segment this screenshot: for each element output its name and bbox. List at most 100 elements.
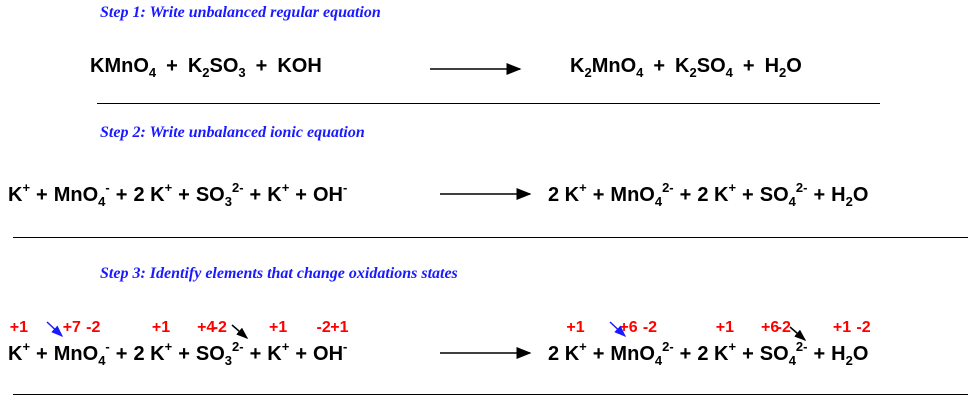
species: + bbox=[593, 343, 605, 366]
formula-text: K bbox=[564, 343, 580, 365]
oxidation-group: Mn +7 bbox=[53, 319, 83, 366]
species: + bbox=[593, 184, 605, 207]
species: K +1 + bbox=[267, 319, 290, 366]
species: O -2 H +1 - bbox=[313, 319, 349, 366]
oxidation-group: K +1 bbox=[150, 319, 170, 366]
subscript: 2 bbox=[779, 65, 787, 80]
species: H2O bbox=[765, 55, 802, 80]
oxidation-state: +1 bbox=[715, 319, 735, 336]
species: 2 K+ bbox=[548, 180, 587, 207]
formula-text: + bbox=[249, 343, 262, 365]
oxidation-group: S +6 bbox=[759, 319, 779, 366]
formula-text: + bbox=[592, 343, 605, 365]
oxidation-state: -2 bbox=[776, 319, 791, 336]
step-title: Step 1: Write unbalanced regular equatio… bbox=[100, 4, 381, 21]
superscript: 2- bbox=[231, 180, 244, 195]
oxidation-state: -2 bbox=[856, 319, 871, 336]
oxidation-group: O -2 bbox=[852, 319, 871, 366]
oxidation-state: +1 bbox=[566, 319, 585, 336]
formula-text: K bbox=[8, 343, 23, 365]
formula-text: + bbox=[813, 184, 826, 206]
species: + bbox=[680, 343, 692, 366]
formula-text: K bbox=[267, 343, 282, 365]
species: S +6 O -2 42- bbox=[759, 319, 808, 368]
species: 2 K+ bbox=[133, 180, 172, 207]
formula-text: + bbox=[295, 343, 307, 365]
formula-text: K bbox=[570, 55, 585, 77]
oxidation-group: K +1 bbox=[8, 319, 28, 366]
species: 2 K+ bbox=[697, 180, 736, 207]
formula-text: S bbox=[195, 343, 210, 365]
formula-text: + bbox=[742, 343, 754, 365]
species: K2SO3 bbox=[188, 55, 246, 80]
formula-text: SO bbox=[209, 55, 239, 77]
species: 2 K +1 + bbox=[697, 319, 737, 366]
species: + bbox=[813, 343, 825, 366]
subscript: 3 bbox=[224, 353, 233, 368]
oxidation-group: O -2 bbox=[639, 319, 657, 366]
superscript: 2- bbox=[662, 180, 674, 195]
species: + bbox=[743, 55, 755, 78]
superscript: + bbox=[281, 339, 290, 354]
species: S +4 O -2 32- bbox=[195, 319, 244, 368]
superscript: + bbox=[281, 180, 290, 195]
oxidation-group: H +1 bbox=[329, 319, 349, 366]
species: + bbox=[813, 184, 825, 207]
species: + bbox=[116, 343, 128, 366]
formula-text: H bbox=[764, 55, 780, 77]
products: K2MnO4 + K2SO4 + H2O bbox=[565, 55, 807, 80]
oxidation-group: O -2 bbox=[313, 319, 331, 366]
formula-text: Mn bbox=[53, 343, 83, 365]
reactants: K +1 + + Mn +7 O -2 4- +2 K +1 + + S +4 O -2 32- + K +1 + + O -2… bbox=[5, 319, 350, 368]
species: + bbox=[36, 343, 48, 366]
formula-text: + bbox=[178, 184, 190, 206]
species: Mn +7 O -2 4- bbox=[53, 319, 110, 368]
step-title: Step 2: Write unbalanced ionic equation bbox=[100, 124, 365, 141]
superscript: - bbox=[342, 180, 348, 195]
formula-text: + bbox=[742, 55, 755, 77]
formula-text: + bbox=[295, 184, 307, 206]
formula-text: O bbox=[773, 343, 789, 365]
species: + bbox=[178, 184, 190, 207]
formula-text: K bbox=[8, 184, 23, 206]
subscript: 4 bbox=[654, 194, 663, 209]
species: + bbox=[250, 184, 262, 207]
species: + bbox=[742, 343, 754, 366]
divider bbox=[13, 394, 968, 395]
pointer-arrow bbox=[231, 324, 249, 339]
formula-text: + bbox=[679, 343, 692, 365]
oxidation-group: O -2 bbox=[83, 319, 101, 366]
products: 2 K+ + MnO42- +2 K+ + SO42- + H2O bbox=[545, 180, 871, 209]
oxidation-state: -2 bbox=[212, 319, 227, 336]
formula-text: SO bbox=[696, 55, 726, 77]
oxidation-state: -2 bbox=[316, 319, 331, 336]
species: K+ bbox=[8, 180, 30, 207]
pointer-arrow bbox=[789, 326, 807, 341]
formula-text: S bbox=[759, 343, 774, 365]
oxidation-group: K +1 bbox=[564, 319, 585, 366]
formula-text: + bbox=[255, 55, 268, 77]
species: + bbox=[36, 184, 48, 207]
superscript: 2- bbox=[232, 339, 244, 354]
reactants: KMnO4 + K2SO3 + KOH bbox=[85, 55, 327, 80]
formula-text: 2 bbox=[548, 343, 565, 365]
species: MnO4- bbox=[54, 180, 110, 209]
species: H +1 2O -2 bbox=[831, 319, 871, 368]
oxidation-state: +1 bbox=[330, 319, 349, 336]
subscript: 4 bbox=[725, 65, 733, 80]
superscript: + bbox=[728, 180, 737, 195]
species: SO32- bbox=[196, 180, 244, 209]
formula-text: 2 bbox=[133, 343, 151, 365]
divider bbox=[97, 103, 880, 104]
subscript: 2 bbox=[845, 194, 853, 209]
oxidation-group: O -2 bbox=[209, 319, 227, 366]
formula-text: OH bbox=[312, 184, 343, 206]
formula-text: MnO bbox=[610, 184, 655, 206]
formula-text: O bbox=[852, 184, 869, 206]
formula-text: + bbox=[679, 184, 692, 206]
formula-text: 2 bbox=[697, 343, 715, 365]
formula-text: + bbox=[592, 184, 605, 206]
formula-text: O bbox=[852, 343, 869, 365]
superscript: + bbox=[728, 339, 737, 354]
formula-text: + bbox=[653, 55, 666, 77]
